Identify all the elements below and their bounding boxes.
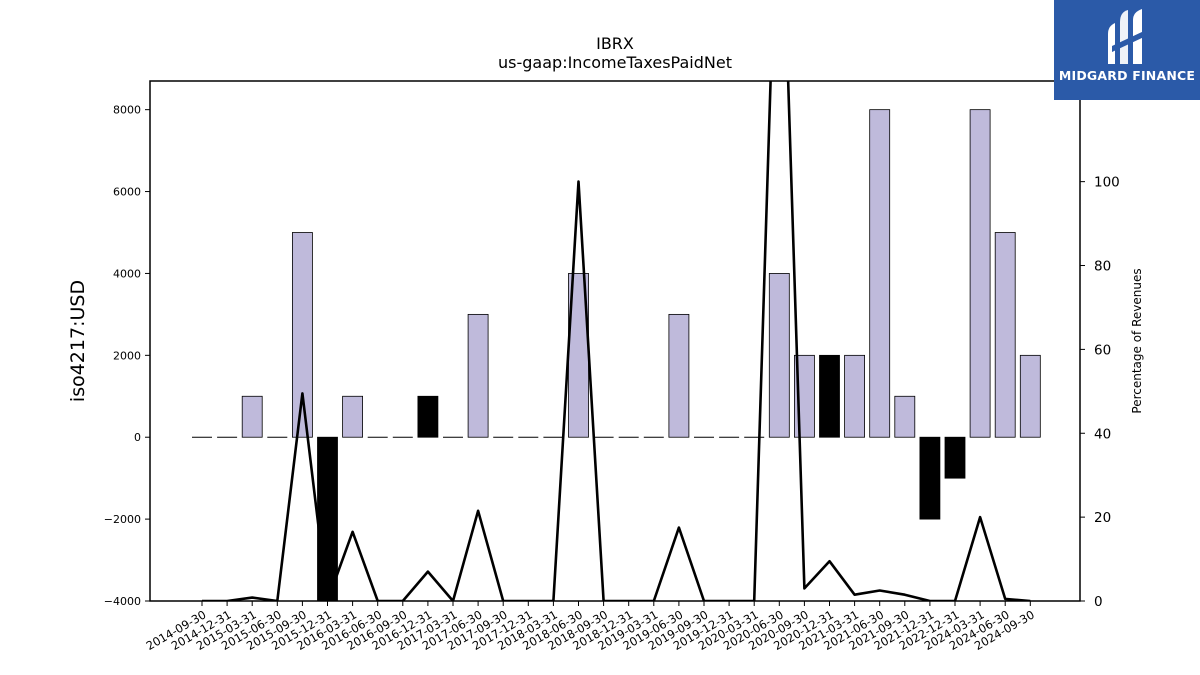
brand-name: MIDGARD FINANCE [1058, 68, 1196, 83]
y2-tick-label: 20 [1094, 510, 1111, 526]
chart-title: IBRX [596, 34, 634, 53]
y-axis-label: iso4217:USD [67, 280, 89, 402]
bar-33 [1019, 354, 1041, 438]
bar-23 [768, 273, 790, 438]
y-axis-ticks: −4000 −2000 0 2000 4000 6000 8000 [104, 104, 150, 608]
bar-29 [919, 436, 941, 520]
y-tick-label: 0 [134, 431, 141, 444]
y-tick-label: 4000 [113, 267, 141, 280]
brand-logo-icon [1108, 9, 1146, 64]
brand-logo: MIDGARD FINANCE [1054, 0, 1200, 100]
x-axis-ticks: 2014-09-302014-12-312015-03-312015-06-30… [144, 601, 1037, 653]
y2-tick-label: 40 [1094, 426, 1111, 442]
bar-32 [994, 232, 1016, 438]
bar-26 [844, 354, 865, 438]
bar-4 [291, 232, 313, 438]
y-tick-label: 8000 [113, 104, 141, 117]
y2-axis-ticks: 0 20 40 60 80 100 [1080, 175, 1120, 610]
y2-tick-label: 80 [1094, 259, 1111, 275]
bar-30 [944, 436, 966, 479]
bar-27 [869, 109, 891, 438]
bars-group [241, 109, 1041, 602]
y2-tick-label: 60 [1094, 342, 1111, 358]
line-series-group [202, 81, 1031, 601]
bar-9 [417, 395, 439, 438]
y-tick-label: −2000 [104, 513, 141, 526]
bar-19 [668, 313, 690, 438]
y2-tick-label: 100 [1094, 175, 1120, 191]
chart-subtitle: us-gaap:IncomeTaxesPaidNet [498, 53, 732, 72]
y-tick-label: −4000 [104, 595, 141, 608]
y-tick-label: 2000 [113, 349, 141, 362]
bar-28 [894, 395, 916, 438]
bar-25 [819, 354, 840, 438]
bar-6 [342, 395, 364, 438]
bar-2 [241, 395, 263, 438]
y-tick-label: 6000 [113, 186, 141, 199]
bar-11 [467, 313, 489, 438]
y2-axis-label: Percentage of Revenues [1130, 268, 1144, 413]
bar-5 [317, 436, 338, 602]
y2-tick-label: 0 [1094, 594, 1103, 610]
bar-31 [969, 109, 991, 438]
plot-frame [149, 80, 1081, 602]
line-series [202, 81, 1031, 601]
